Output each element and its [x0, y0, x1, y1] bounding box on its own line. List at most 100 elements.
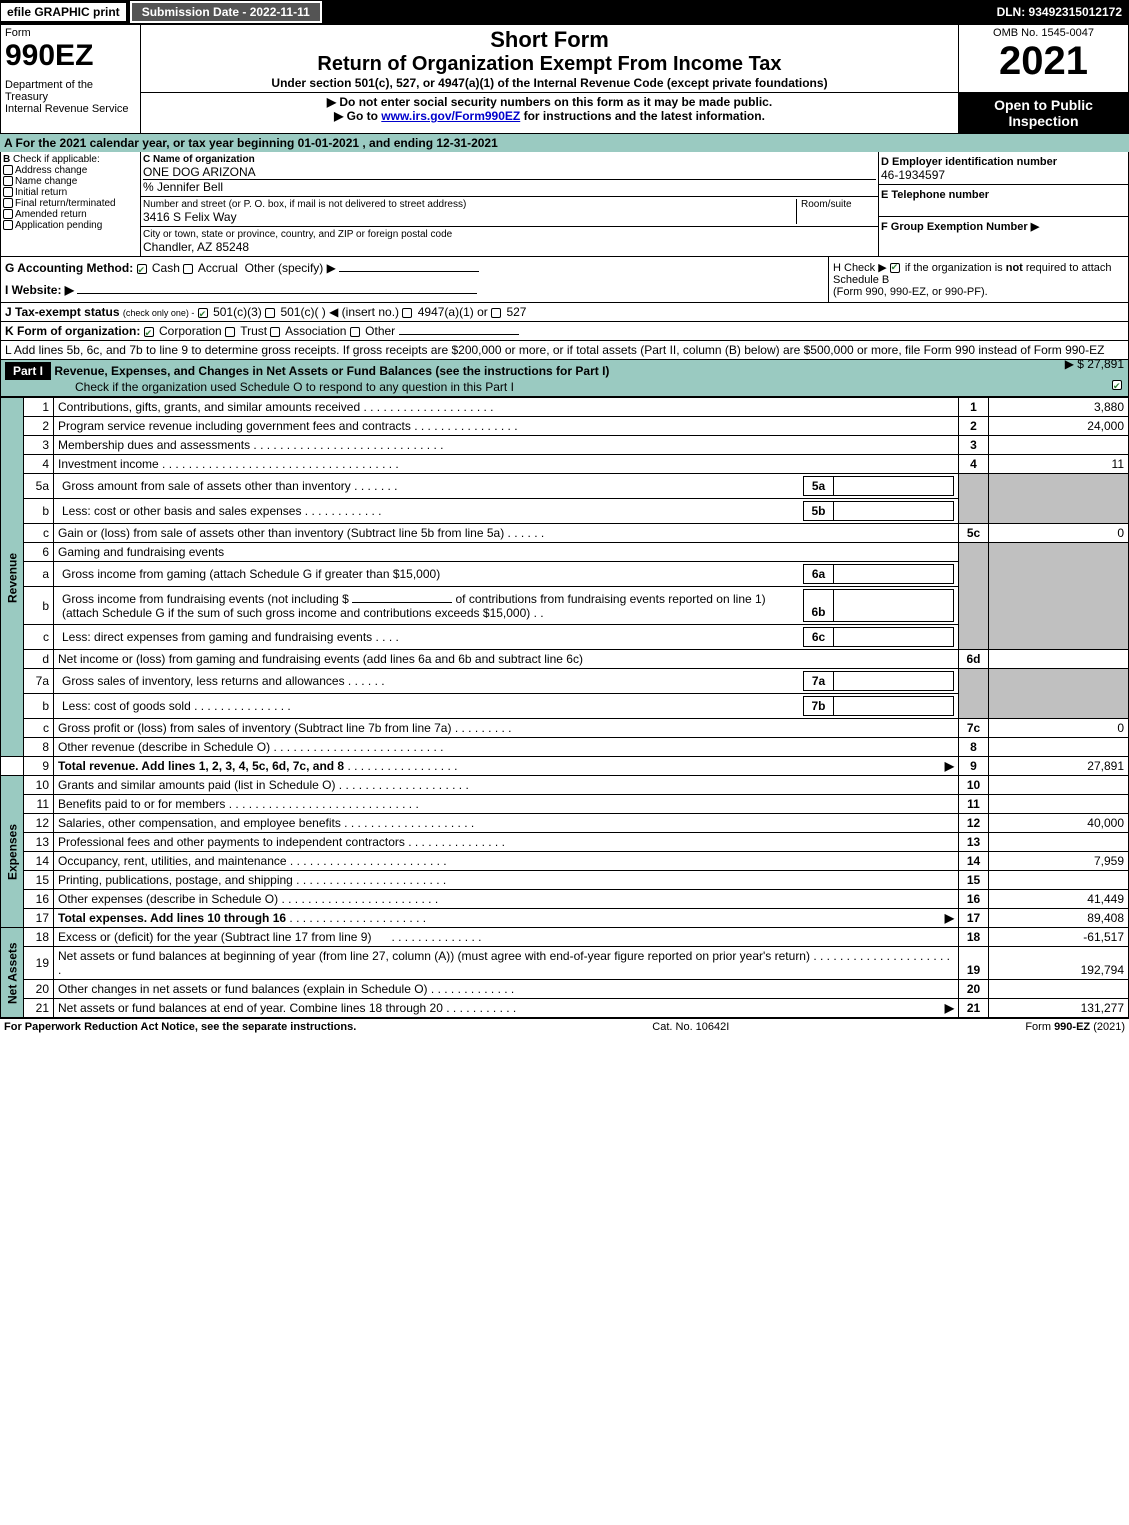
- j-sub: (check only one) -: [123, 308, 195, 318]
- l5a-ibox: 5a: [804, 477, 834, 496]
- l2-amt: 24,000: [989, 417, 1129, 436]
- row-21: 21 Net assets or fund balances at end of…: [1, 999, 1129, 1018]
- other-method-input[interactable]: [339, 271, 479, 272]
- cb-corporation[interactable]: [144, 327, 154, 337]
- l14-amt: 7,959: [989, 852, 1129, 871]
- cb-527[interactable]: [491, 308, 501, 318]
- l2-no: 2: [24, 417, 54, 436]
- open-to-public-cell: Open to Public Inspection: [959, 93, 1129, 134]
- l6b-blank[interactable]: [352, 602, 452, 603]
- row-4: 4 Investment income . . . . . . . . . . …: [1, 455, 1129, 474]
- cb-final-return[interactable]: [3, 198, 13, 208]
- l21-text: Net assets or fund balances at end of ye…: [54, 999, 959, 1018]
- l21-arrow: ▶: [945, 1001, 954, 1015]
- header-center: Short Form Return of Organization Exempt…: [141, 25, 959, 93]
- col-c: C Name of organization ONE DOG ARIZONA %…: [141, 152, 878, 256]
- l6d-no: d: [24, 650, 54, 669]
- cb-other-org[interactable]: [350, 327, 360, 337]
- row-20: 20 Other changes in net assets or fund b…: [1, 980, 1129, 999]
- l7b-no: b: [24, 694, 54, 719]
- l16-no: 16: [24, 890, 54, 909]
- l8-amt: [989, 738, 1129, 757]
- efile-button[interactable]: efile GRAPHIC print: [1, 3, 126, 21]
- other-method-label: Other (specify) ▶: [245, 261, 336, 275]
- line-l: L Add lines 5b, 6c, and 7b to line 9 to …: [0, 341, 1129, 360]
- cb-schedule-o-part1[interactable]: [1112, 380, 1122, 390]
- title-return: Return of Organization Exempt From Incom…: [145, 53, 954, 76]
- l3-box: 3: [959, 436, 989, 455]
- cb-schedule-b[interactable]: [890, 263, 900, 273]
- l15-amt: [989, 871, 1129, 890]
- cb-initial-return[interactable]: [3, 187, 13, 197]
- org-name: ONE DOG ARIZONA: [143, 165, 876, 179]
- department: Department of the Treasury Internal Reve…: [5, 79, 136, 115]
- l18-amt: -61,517: [989, 928, 1129, 947]
- cb-amended-return[interactable]: [3, 209, 13, 219]
- l5ab-grayamt: [989, 474, 1129, 524]
- l5b-iamt: [834, 502, 954, 521]
- footer-cat-no: Cat. No. 10642I: [652, 1021, 729, 1033]
- l9-spacer: [1, 757, 24, 776]
- l4-amt: 11: [989, 455, 1129, 474]
- l12-no: 12: [24, 814, 54, 833]
- topbar-left: efile GRAPHIC print Submission Date - 20…: [1, 1, 322, 23]
- l7a-iamt: [834, 672, 954, 691]
- l8-no: 8: [24, 738, 54, 757]
- b-label: B: [3, 154, 10, 165]
- 501c-label: 501(c)( ) ◀ (insert no.): [280, 305, 399, 319]
- net-assets-label: Net Assets: [1, 928, 24, 1018]
- l3-no: 3: [24, 436, 54, 455]
- l11-amt: [989, 795, 1129, 814]
- cb-association[interactable]: [270, 327, 280, 337]
- c-name-label: C Name of organization: [143, 154, 255, 165]
- cb-4947a1[interactable]: [402, 308, 412, 318]
- cb-cash[interactable]: [137, 264, 147, 274]
- omb-cell: OMB No. 1545-0047 2021: [959, 25, 1129, 93]
- l6c-iamt: [834, 628, 954, 647]
- h-text-d: (Form 990, 990-EZ, or 990-PF).: [833, 286, 988, 298]
- cb-address-change[interactable]: [3, 165, 13, 175]
- l17-arrow: ▶: [945, 911, 954, 925]
- other-org-input[interactable]: [399, 334, 519, 335]
- amended-return-label: Amended return: [15, 209, 87, 220]
- cb-accrual[interactable]: [183, 264, 193, 274]
- l6-no: 6: [24, 543, 54, 562]
- l8-text: Other revenue (describe in Schedule O) .…: [54, 738, 959, 757]
- cb-application-pending[interactable]: [3, 220, 13, 230]
- tax-year: 2021: [963, 39, 1124, 84]
- open-to-public: Open to Public Inspection: [959, 93, 1128, 133]
- l13-text: Professional fees and other payments to …: [54, 833, 959, 852]
- l4-no: 4: [24, 455, 54, 474]
- l18-no: 18: [24, 928, 54, 947]
- irs-link[interactable]: www.irs.gov/Form990EZ: [381, 109, 520, 123]
- l7ab-grayamt: [989, 669, 1129, 719]
- l19-no: 19: [24, 947, 54, 980]
- l6d-box: 6d: [959, 650, 989, 669]
- row-1: Revenue 1 Contributions, gifts, grants, …: [1, 398, 1129, 417]
- row-3: 3 Membership dues and assessments . . . …: [1, 436, 1129, 455]
- cb-501c[interactable]: [265, 308, 275, 318]
- l2-box: 2: [959, 417, 989, 436]
- l5c-amt: 0: [989, 524, 1129, 543]
- name-change-label: Name change: [15, 176, 77, 187]
- l10-box: 10: [959, 776, 989, 795]
- care-of: % Jennifer Bell: [143, 179, 876, 194]
- form-label: Form: [5, 27, 136, 39]
- l7a-ibox: 7a: [804, 672, 834, 691]
- 501c3-label: 501(c)(3): [213, 305, 262, 319]
- l3-text: Membership dues and assessments . . . . …: [54, 436, 959, 455]
- app-pending-label: Application pending: [15, 220, 102, 231]
- website-input[interactable]: [77, 293, 477, 294]
- row-2: 2 Program service revenue including gove…: [1, 417, 1129, 436]
- l6a-iamt: [834, 565, 954, 584]
- cb-501c3[interactable]: [198, 308, 208, 318]
- cb-name-change[interactable]: [3, 176, 13, 186]
- cb-trust[interactable]: [225, 327, 235, 337]
- l6d-text: Net income or (loss) from gaming and fun…: [54, 650, 959, 669]
- l19-box: 19: [959, 947, 989, 980]
- l19-text: Net assets or fund balances at beginning…: [54, 947, 959, 980]
- l5b-no: b: [24, 499, 54, 524]
- line-k: K Form of organization: Corporation Trus…: [0, 322, 1129, 341]
- ein-label: D Employer identification number: [881, 156, 1057, 168]
- row-16: 16 Other expenses (describe in Schedule …: [1, 890, 1129, 909]
